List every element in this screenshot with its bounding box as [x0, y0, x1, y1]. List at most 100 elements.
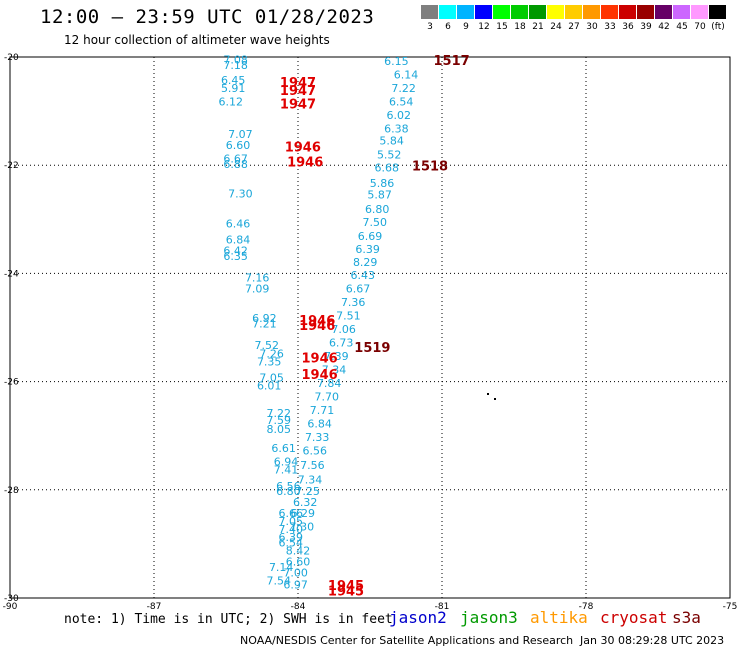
pass-time-label: 1946 — [302, 368, 338, 383]
swh-observation-label: 6.38 — [384, 123, 409, 136]
swh-observation-label: 7.34 — [322, 363, 347, 376]
pass-time-label: 1947 — [280, 84, 316, 99]
swh-observation-label: 7.39 — [324, 350, 349, 363]
swh-observation-label: 5.52 — [377, 149, 402, 162]
swh-observation-label: 7.09 — [245, 282, 270, 295]
swh-observation-label: 6.45 — [221, 74, 246, 87]
satellite-legend-jason2: jason2 — [389, 608, 447, 627]
swh-observation-label: 6.73 — [329, 336, 354, 349]
color-scale-cell — [457, 5, 475, 19]
swh-observation-label: 6.42 — [223, 244, 248, 257]
swh-observation-label: 7.52 — [255, 339, 280, 352]
swh-observation-label: 6.80 — [365, 203, 390, 216]
swh-observation-label: 6.92 — [252, 312, 277, 325]
color-scale-label: 3 — [427, 22, 433, 32]
color-scale-cell — [547, 5, 565, 19]
swh-observation-label: 6.80 — [276, 485, 301, 498]
swh-observation-label: 6.39 — [279, 531, 304, 544]
swh-observation-label: 6.39 — [355, 243, 380, 256]
color-scale-cell — [439, 5, 457, 19]
color-scale-cell — [475, 5, 493, 19]
color-scale-label: 45 — [676, 22, 688, 32]
swh-observation-label: 7.59 — [267, 414, 292, 427]
satellite-legend-jason3: jason3 — [460, 608, 518, 627]
longitude-tick-label: -87 — [147, 602, 162, 612]
map-frame — [9, 56, 731, 599]
longitude-tick-label: -84 — [291, 602, 306, 612]
swh-observation-label: 6.67 — [346, 282, 371, 295]
swh-observation-label: 6.02 — [387, 109, 412, 122]
swh-observation-label: 6.54 — [389, 96, 414, 109]
color-scale-label: 24 — [550, 22, 562, 32]
swh-observation-label: 7.07 — [228, 128, 253, 141]
pass-time-label: 1947 — [280, 97, 316, 112]
pass-time-label: 1519 — [354, 341, 390, 356]
latitude-tick-label: -28 — [4, 486, 19, 496]
satellite-legend-altika: altika — [530, 608, 588, 627]
swh-observation-label: 7.06 — [331, 323, 356, 336]
swh-observation-label: 6.69 — [358, 230, 383, 243]
swh-observation-label: 7.22 — [391, 82, 416, 95]
swh-observation-label: 5.91 — [221, 82, 246, 95]
swh-observation-label: 6.35 — [223, 250, 248, 263]
pass-time-label: 1946 — [299, 314, 335, 329]
color-scale-label: 42 — [658, 22, 670, 32]
swh-observation-label: 7.00 — [283, 566, 308, 579]
longitude-tick-label: -90 — [3, 602, 18, 612]
swh-observation-label: 5.87 — [367, 189, 392, 202]
swh-observation-label: 7.05 — [259, 372, 284, 385]
swh-observation-label: 7.35 — [257, 355, 282, 368]
swh-observation-label: 8.05 — [267, 423, 292, 436]
longitude-tick-label: -81 — [435, 602, 450, 612]
credit-timestamp: Jan 30 08:29:28 UTC 2023 — [580, 634, 725, 647]
pass-time-label: 1945 — [328, 579, 364, 594]
pass-time-label: 1946 — [299, 319, 335, 334]
color-scale-label: 9 — [463, 22, 469, 32]
swh-observation-label: 6.56 — [303, 445, 328, 458]
swh-observation-label: 6.84 — [307, 418, 332, 431]
swh-observation-label: 7.16 — [245, 272, 270, 285]
swh-observation-label: 7.25 — [295, 485, 320, 498]
wave-height-color-scale — [421, 5, 727, 19]
color-scale-cell — [655, 5, 673, 19]
swh-observation-label: 7.22 — [267, 407, 292, 420]
swh-observation-label: 7.70 — [315, 391, 340, 404]
swh-observation-label: 7.51 — [336, 309, 361, 322]
swh-observation-label: 7.54 — [267, 574, 292, 587]
swh-observation-label: 7.33 — [305, 431, 330, 444]
swh-observation-label: 7.26 — [259, 347, 284, 360]
swh-observation-label: 7.71 — [310, 404, 335, 417]
swh-observation-label: 6.60 — [286, 556, 311, 569]
swh-observation-label: 6.97 — [283, 578, 308, 591]
swh-observation-label: 7.14 — [269, 561, 294, 574]
swh-observation-label: 7.05 — [279, 515, 304, 528]
swh-observation-label: 6.60 — [226, 139, 251, 152]
color-scale-cell — [673, 5, 691, 19]
pass-time-label: 1946 — [287, 155, 323, 170]
swh-observation-label: 7.84 — [317, 377, 342, 390]
pass-time-label: 1947 — [280, 76, 316, 91]
swh-observation-label: 7.21 — [252, 318, 277, 331]
color-scale-cell — [709, 5, 727, 19]
pass-time-label: 1517 — [434, 54, 470, 69]
swh-observation-label: 6.94 — [274, 455, 299, 468]
swh-observation-label: 7.30 — [290, 520, 315, 533]
swh-observation-label: 7.18 — [223, 59, 248, 72]
swh-observation-label: 8.29 — [353, 256, 378, 269]
pass-time-label: 1946 — [302, 352, 338, 367]
swh-observation-label: 6.01 — [257, 380, 282, 393]
footer-note: note: 1) Time is in UTC; 2) SWH is in fe… — [64, 612, 393, 627]
color-scale-cell — [493, 5, 511, 19]
swh-observation-label: 6.15 — [384, 55, 409, 68]
color-scale-label: (ft) — [711, 22, 725, 32]
swh-observation-label: 6.43 — [351, 269, 376, 282]
swh-observation-label: 6.61 — [271, 442, 296, 455]
swh-observation-label: 7.56 — [300, 459, 325, 472]
swh-observation-label: 7.36 — [341, 296, 366, 309]
island-dot — [494, 398, 496, 400]
swh-observation-label: 6.12 — [219, 96, 244, 109]
color-scale-label: 12 — [478, 22, 490, 32]
color-scale-cell — [565, 5, 583, 19]
color-scale-cell — [511, 5, 529, 19]
